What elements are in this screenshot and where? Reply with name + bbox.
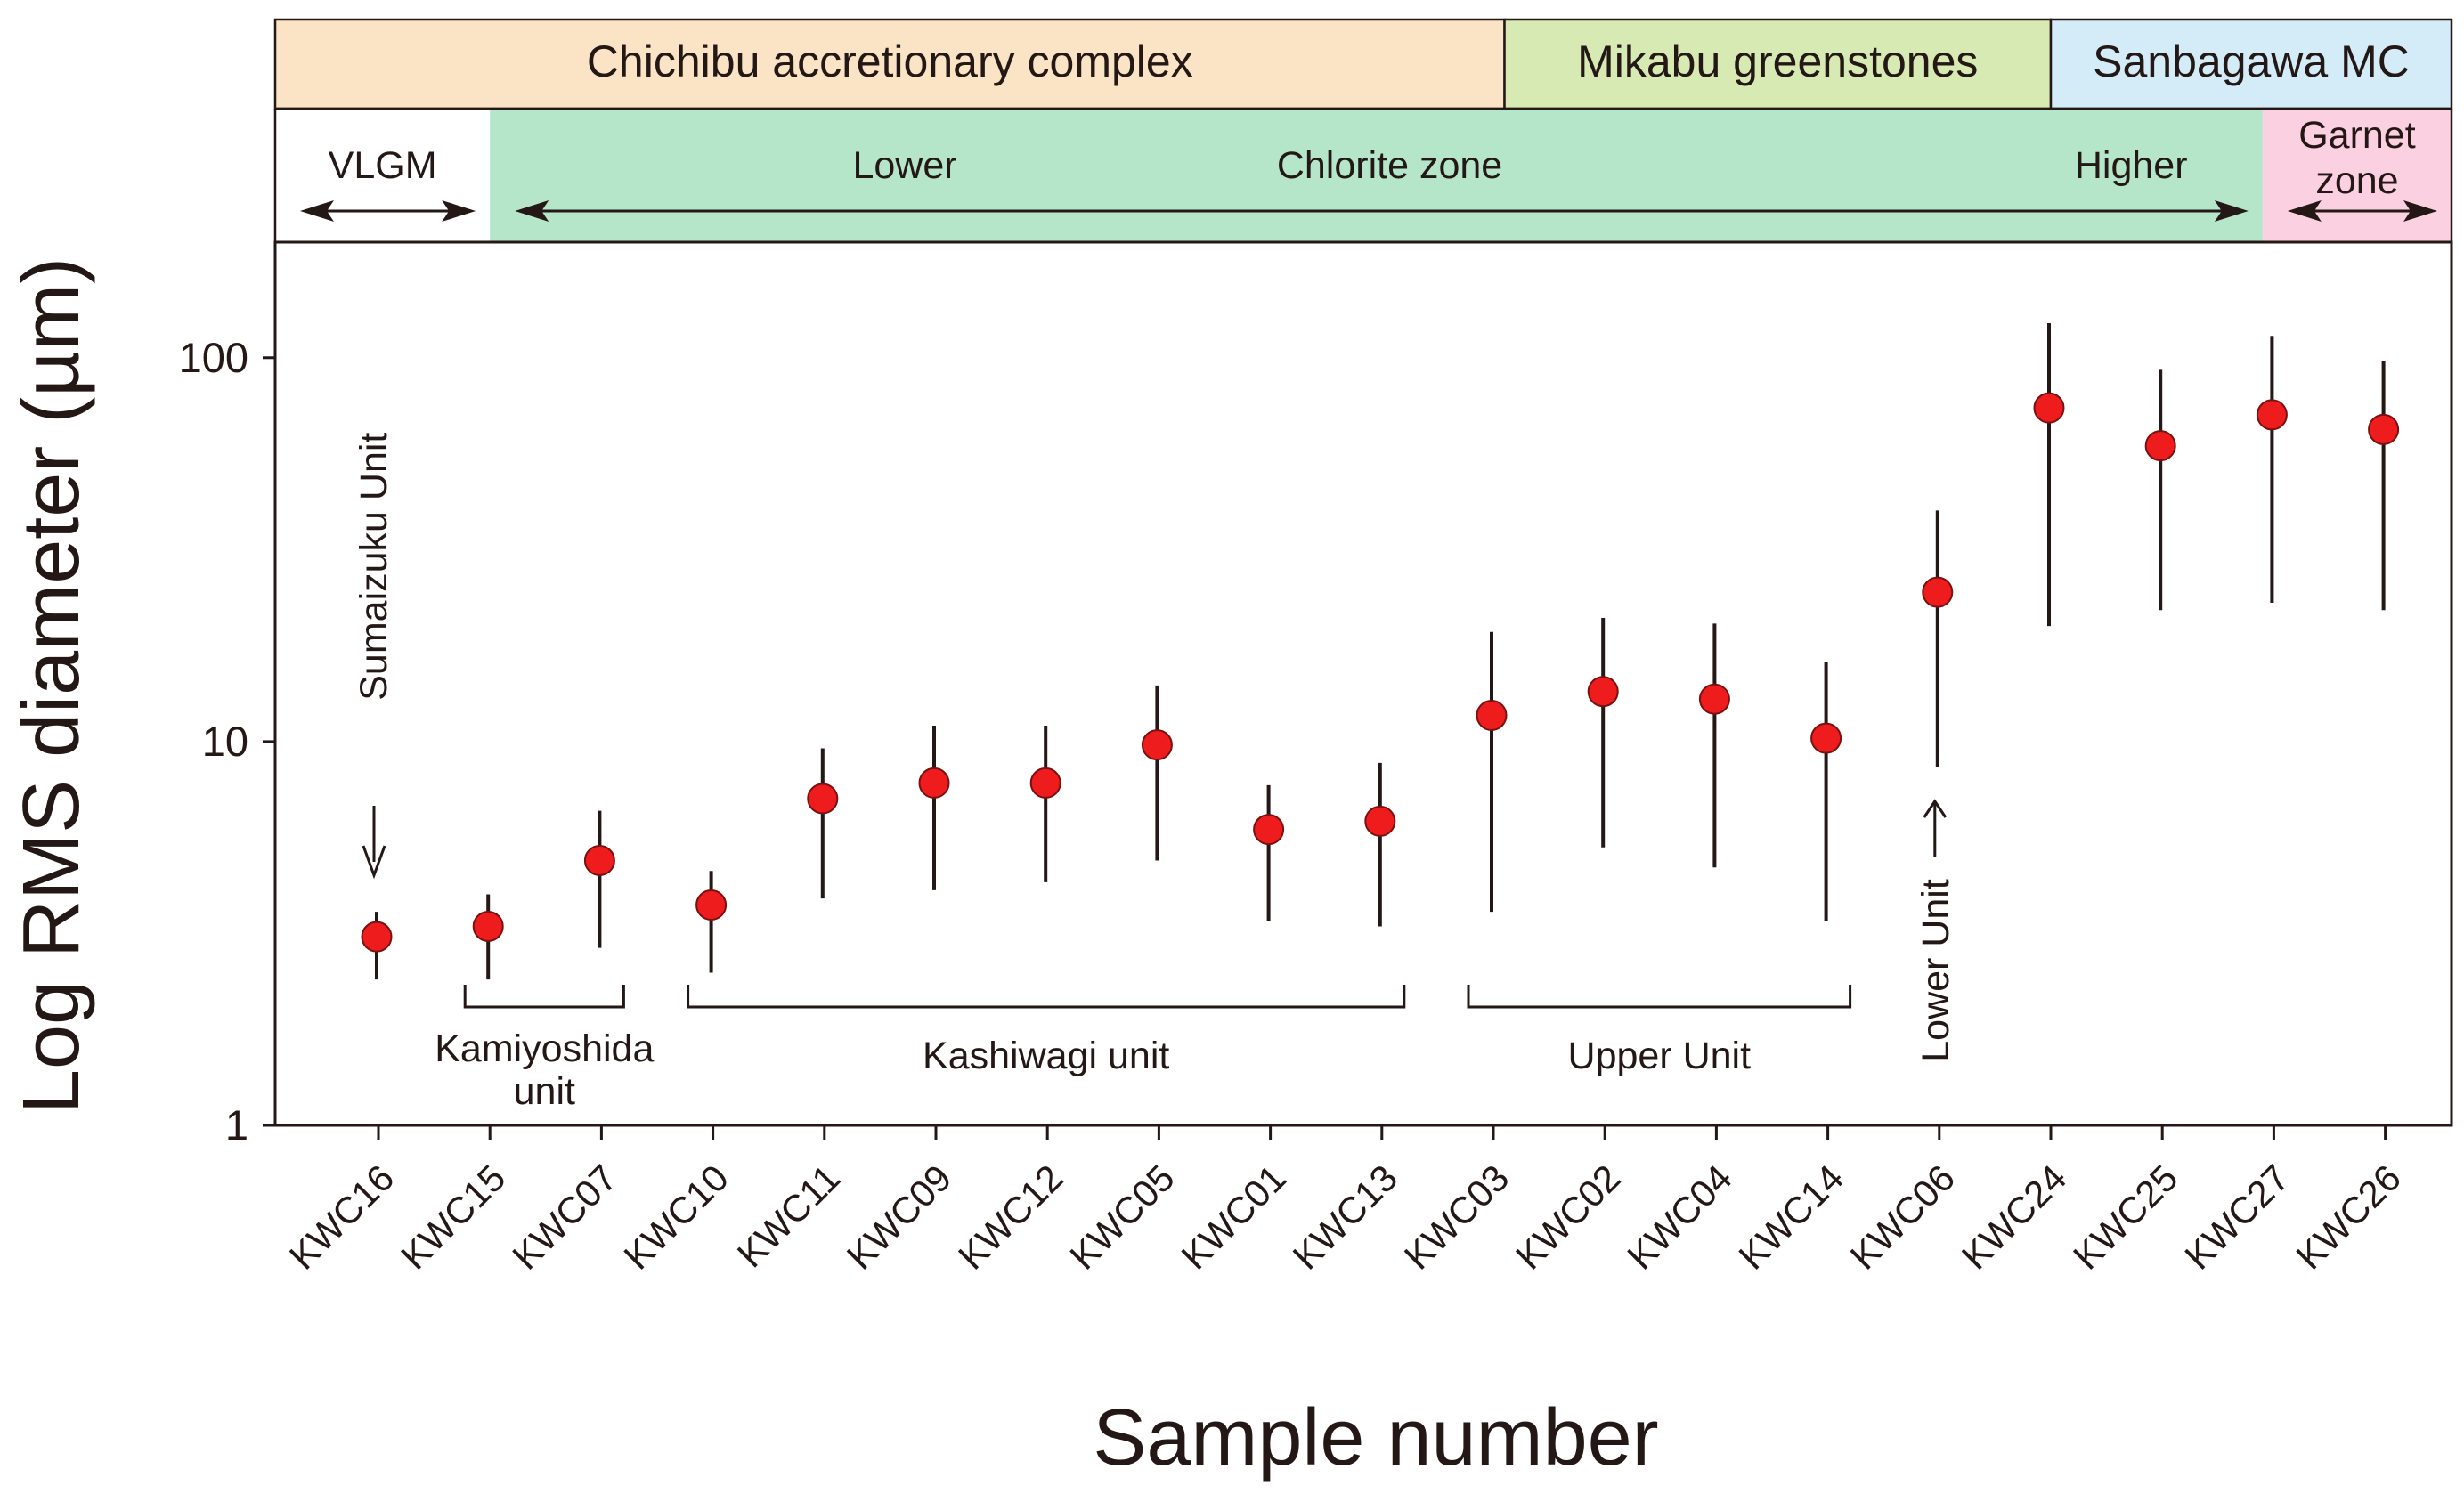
group-upper-unit-label: Upper Unit (1568, 1035, 1752, 1077)
header-band-mikabu-greenstones (1503, 18, 2053, 110)
data-point-kwc06 (1922, 576, 1954, 608)
zone-vlgm (275, 109, 491, 242)
zone-garnet-zone-label-line2: zone (2315, 159, 2398, 202)
zone-garnet-zone-arrow-right-head (2403, 200, 2437, 222)
zone-vlgm-label: VLGM (329, 144, 437, 187)
zone-chlorite-zone-label: Chlorite zone (1277, 144, 1502, 187)
data-point-kwc15 (472, 910, 504, 942)
group-kamiyoshida-unit-bracket (463, 985, 625, 1009)
x-tick-label-kwc26: KWC26 (2288, 1157, 2409, 1278)
x-tick-label-kwc07: KWC07 (504, 1157, 625, 1278)
zone-chlorite-zone (490, 109, 2263, 242)
y-tick-label-100: 100 (179, 334, 248, 381)
annotation-lower-unit-label: Lower Unit (1915, 879, 1957, 1062)
y-tick-label-10: 10 (202, 718, 248, 765)
x-axis-title: Sample number (1093, 1393, 1658, 1482)
x-tick-label-kwc02: KWC02 (1508, 1157, 1629, 1278)
group-kashiwagi-unit-label: Kashiwagi unit (923, 1035, 1169, 1077)
data-point-kwc11 (807, 783, 839, 815)
y-tick-label-1: 1 (225, 1101, 248, 1149)
header-band-label-chichibu-accretionary-complex: Chichibu accretionary complex (587, 37, 1193, 86)
annotation-lower-unit-arrow-head (1923, 799, 1948, 818)
plot-frame (273, 240, 2453, 1127)
y-axis-title: Log RMS diameter (µm) (7, 257, 96, 1114)
group-kashiwagi-unit-bracket (687, 985, 1406, 1009)
header-band-chichibu-accretionary-complex (273, 18, 1506, 110)
data-point-kwc10 (695, 889, 728, 921)
data-point-kwc01 (1253, 814, 1285, 846)
x-tick-label-kwc25: KWC25 (2065, 1157, 2186, 1278)
zone-vlgm-arrow-right-head (442, 200, 476, 222)
group-upper-unit-bracket (1467, 985, 1852, 1009)
data-point-kwc05 (1141, 729, 1173, 761)
zone-chlorite-zone-arrow-left-head (515, 200, 549, 222)
header-band-label-sanbagawa-mc: Sanbagawa MC (2093, 37, 2410, 86)
data-point-kwc24 (2033, 392, 2065, 424)
data-point-kwc26 (2368, 413, 2400, 445)
zone-chlorite-zone-sublabel-higher: Higher (2075, 144, 2188, 187)
x-tick-label-kwc13: KWC13 (1285, 1157, 1406, 1278)
zone-garnet-zone-arrow-left-head (2287, 200, 2322, 222)
data-point-kwc13 (1364, 805, 1396, 837)
data-point-kwc27 (2256, 399, 2288, 431)
zone-chlorite-zone-arrow-right-head (2214, 200, 2249, 222)
zone-garnet-zone-label-line1: Garnet (2298, 114, 2416, 157)
x-tick-label-kwc03: KWC03 (1396, 1157, 1517, 1278)
group-kamiyoshida-unit-label-line2: unit (514, 1070, 575, 1113)
x-tick-label-kwc04: KWC04 (1619, 1157, 1740, 1278)
header-bands-layer: Chichibu accretionary complex Mikabu gree… (273, 18, 2453, 110)
x-tick-label-kwc09: KWC09 (839, 1157, 960, 1278)
annotation-sumaizuku-unit-arrow-head (362, 845, 386, 880)
x-tick-label-kwc06: KWC06 (1842, 1157, 1964, 1278)
x-tick-label-kwc27: KWC27 (2176, 1157, 2297, 1278)
data-point-kwc02 (1587, 676, 1619, 708)
data-point-kwc14 (1810, 722, 1842, 754)
x-tick-label-kwc10: KWC10 (615, 1157, 736, 1278)
x-tick-label-kwc15: KWC15 (393, 1157, 514, 1278)
annotations-layer: Sumaizuku Unit Lower Unit (353, 433, 1957, 1062)
data-point-kwc03 (1476, 699, 1508, 731)
x-tick-label-kwc12: KWC12 (950, 1157, 1071, 1278)
zone-chlorite-zone-sublabel-lower: Lower (852, 144, 956, 187)
data-points-layer (361, 323, 2400, 980)
group-kamiyoshida-unit-label-line1: Kamiyoshida (435, 1027, 654, 1070)
data-point-kwc09 (918, 767, 950, 799)
zone-vlgm-arrow-left-head (300, 200, 334, 222)
x-tick-label-kwc11: KWC11 (729, 1157, 848, 1275)
x-tick-label-kwc01: KWC01 (1173, 1157, 1294, 1278)
header-band-sanbagawa-mc (2049, 18, 2453, 110)
x-tick-label-kwc24: KWC24 (1954, 1157, 2075, 1278)
x-tick-label-kwc16: KWC16 (281, 1157, 403, 1278)
data-point-kwc04 (1698, 683, 1730, 715)
data-point-kwc07 (583, 844, 615, 876)
data-point-kwc25 (2144, 430, 2176, 462)
axes-layer: 110100KWC16KWC15KWC07KWC10KWC11KWC09KWC1… (179, 334, 2409, 1278)
data-point-kwc12 (1029, 767, 1061, 799)
data-point-kwc16 (361, 921, 393, 953)
header-band-label-mikabu-greenstones: Mikabu greenstones (1577, 37, 1978, 86)
x-tick-label-kwc14: KWC14 (1730, 1157, 1851, 1278)
zone-garnet-zone (2262, 109, 2452, 242)
annotation-sumaizuku-unit-label: Sumaizuku Unit (353, 433, 395, 701)
x-tick-label-kwc05: KWC05 (1061, 1157, 1183, 1278)
